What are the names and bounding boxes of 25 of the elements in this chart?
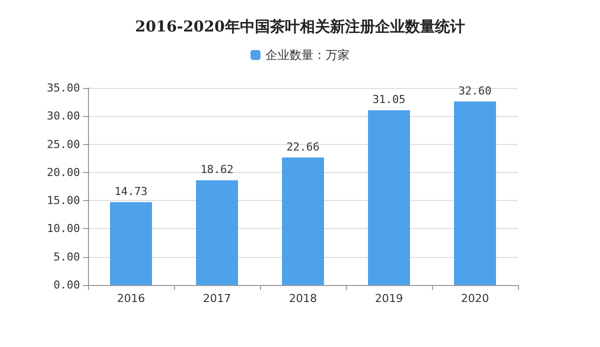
y-tick-label: 5.00: [54, 250, 80, 264]
y-tick-label: 15.00: [46, 194, 80, 208]
bar: [282, 157, 324, 285]
data-label: 32.60: [458, 84, 492, 98]
data-label: 14.73: [114, 185, 148, 198]
x-tick-label: 2016: [117, 292, 145, 305]
y-tick-label: 0.00: [54, 278, 80, 292]
bar: [110, 202, 152, 285]
x-tick-label: 2020: [461, 292, 489, 305]
chart-title: 2016-2020年中国茶叶相关新注册企业数量统计: [135, 18, 465, 36]
x-tick-label: 2018: [289, 292, 317, 305]
y-tick-label: 25.00: [46, 138, 80, 151]
y-tick-label: 35.00: [46, 82, 80, 94]
y-tick-label: 10.00: [46, 222, 80, 236]
x-tick-label: 2017: [203, 292, 231, 305]
y-tick-label: 30.00: [46, 110, 80, 123]
legend-label: 企业数量：万家: [266, 48, 350, 62]
x-tick-label: 2019: [375, 292, 403, 305]
bar: [454, 102, 496, 285]
data-label: 31.05: [372, 93, 406, 106]
data-label: 18.62: [200, 163, 234, 176]
bar: [368, 110, 410, 285]
bar: [196, 180, 238, 285]
y-tick-label: 20.00: [46, 166, 80, 179]
data-label: 22.66: [286, 140, 320, 154]
